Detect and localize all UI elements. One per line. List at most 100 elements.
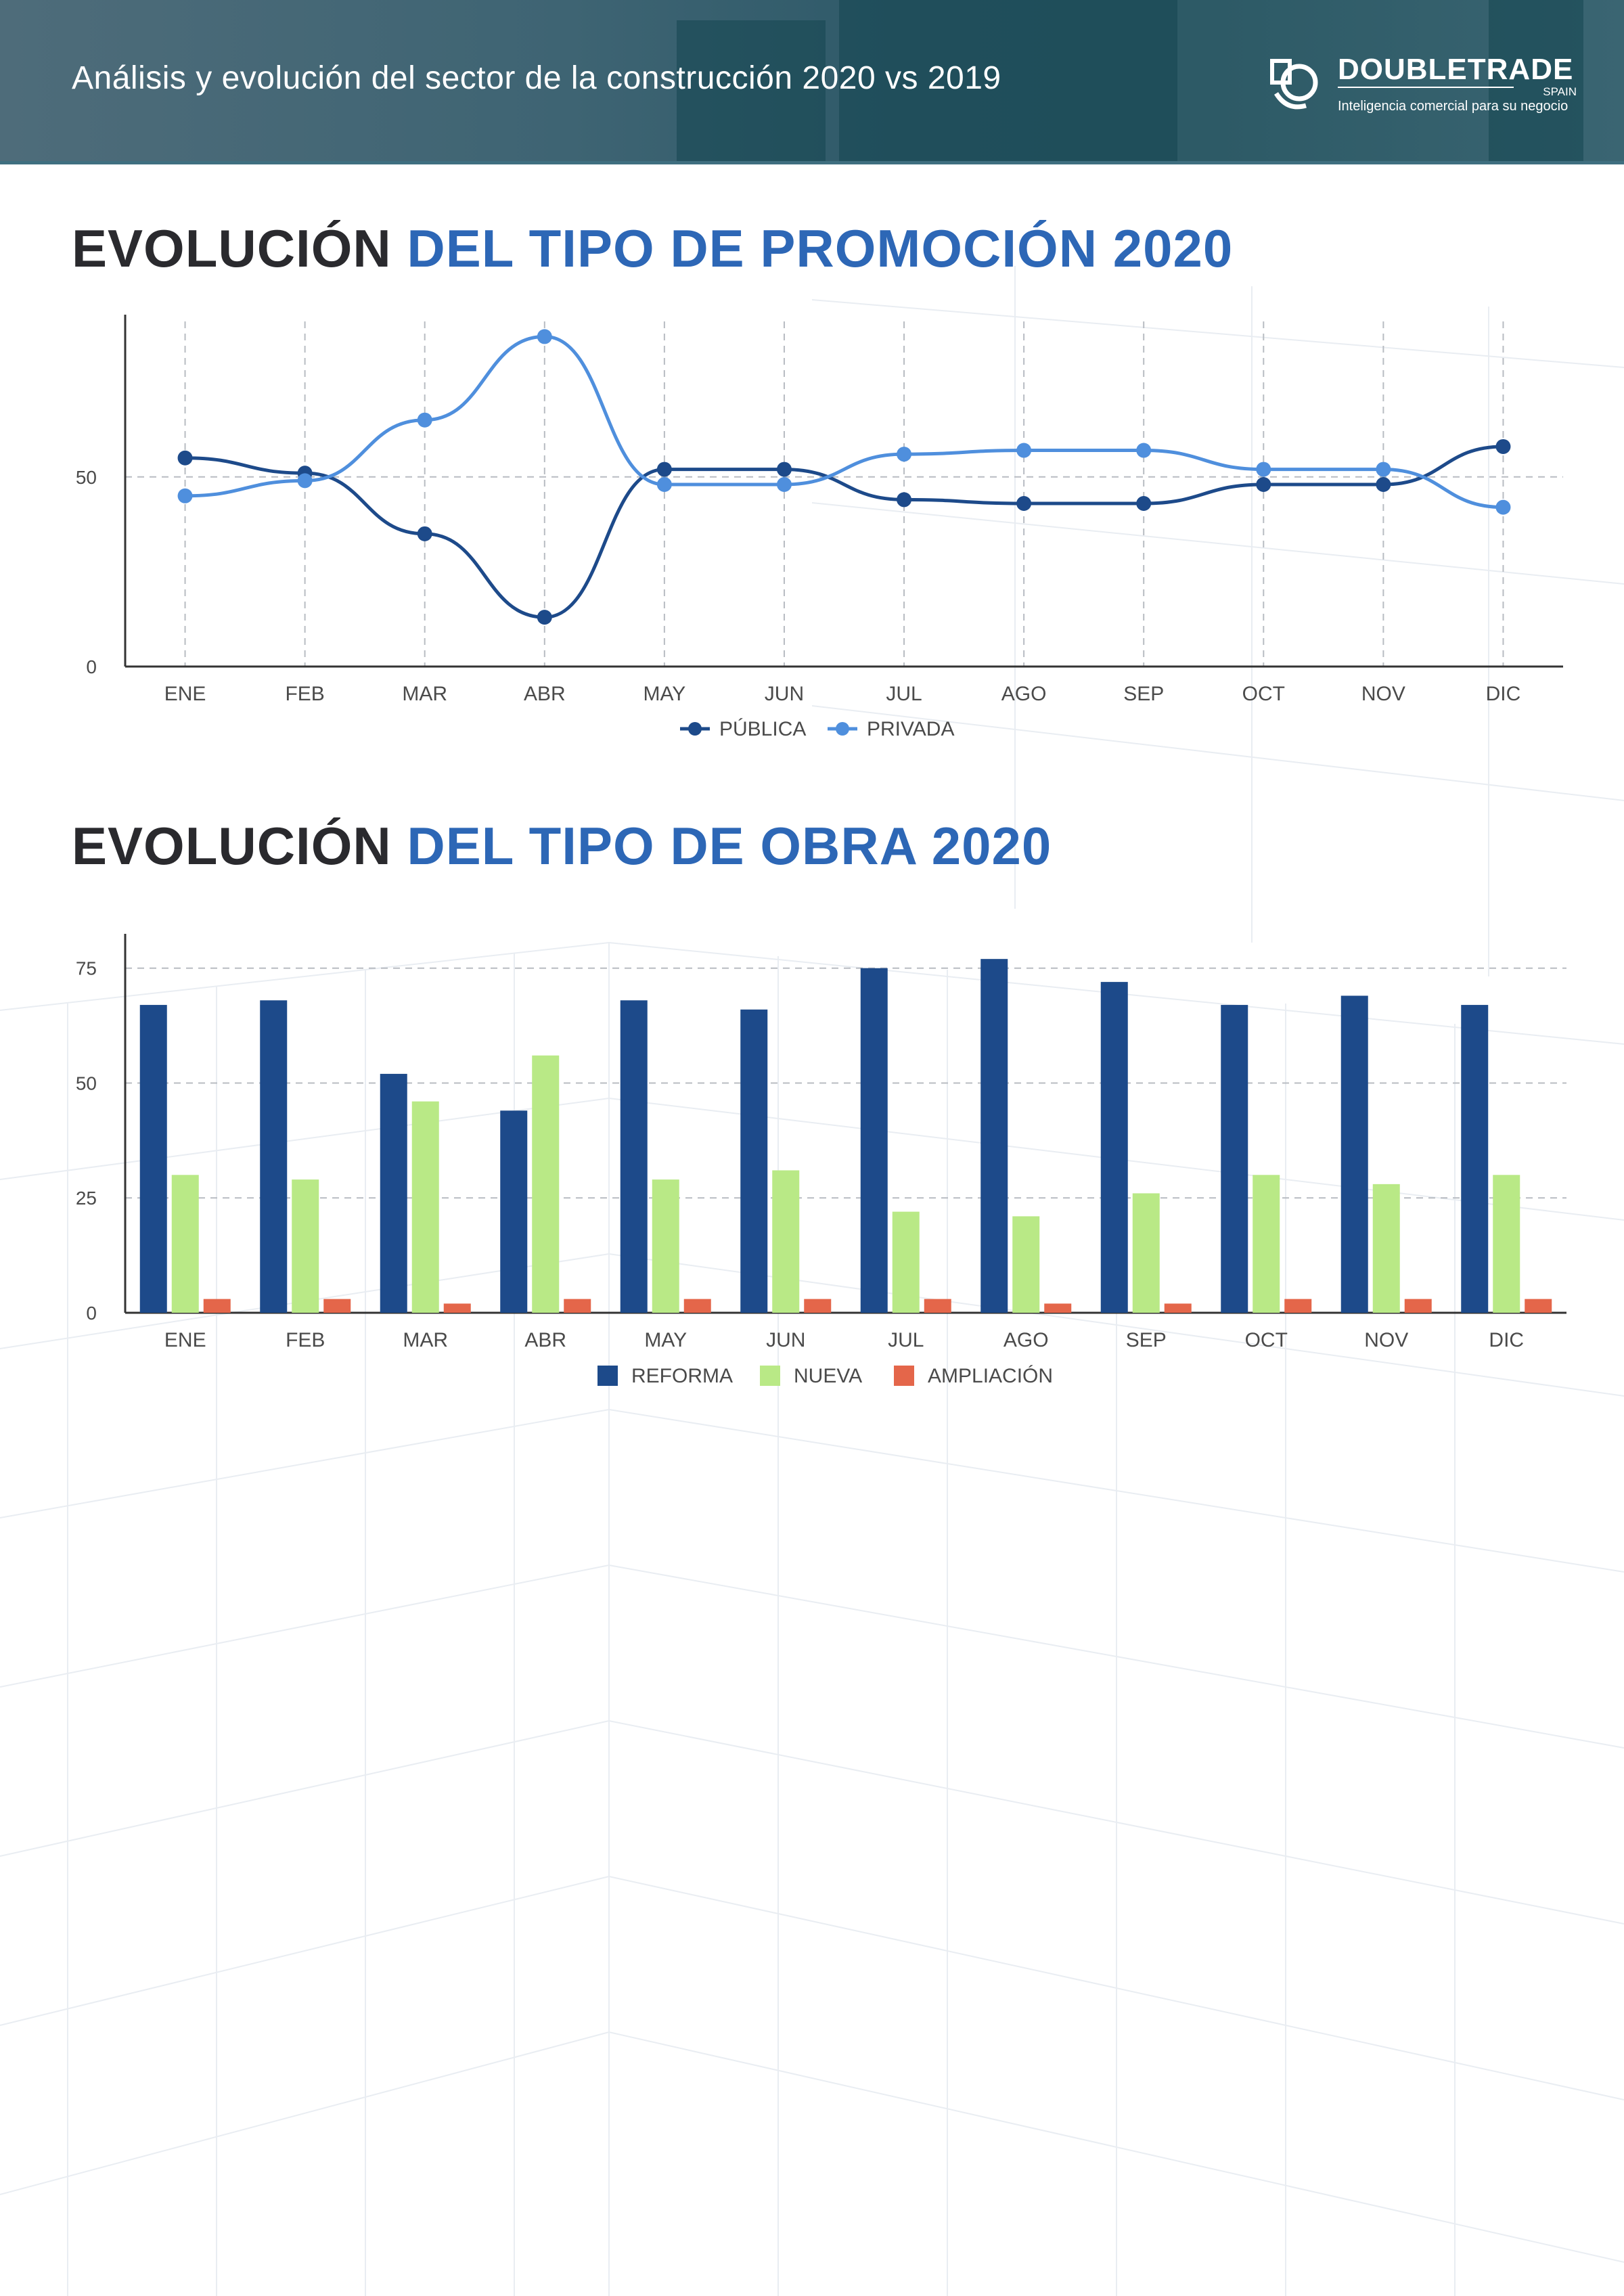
data-point [417, 526, 432, 541]
bar [1164, 1303, 1192, 1313]
header-banner: Análisis y evolución del sector de la co… [0, 0, 1624, 164]
section-title-blue: DEL TIPO DE OBRA 2020 [407, 816, 1052, 876]
logo-mark-icon [1270, 59, 1318, 110]
y-tick-label: 50 [76, 467, 97, 488]
data-point [776, 476, 792, 492]
bar [380, 1073, 407, 1313]
data-point [1256, 476, 1271, 492]
data-point [1016, 443, 1032, 458]
bar [323, 1299, 351, 1313]
legend-label: AMPLIACIÓN [928, 1365, 1053, 1387]
section-title-promocion: EVOLUCIÓN DEL TIPO DE PROMOCIÓN 2020 [72, 218, 1233, 279]
bar [1372, 1184, 1400, 1313]
x-tick-label: MAY [643, 683, 685, 705]
bar-chart-obra: 0 25 50 75 ENE FEB MAR ABR MAY JUN JUL AGO SEP OCT NOV… [76, 934, 1566, 1387]
series-line [185, 334, 1504, 510]
data-point [537, 610, 552, 625]
x-tick-label: FEB [285, 683, 324, 705]
y-tick-label: 50 [76, 1073, 97, 1094]
data-point [656, 462, 672, 477]
bar [532, 1055, 560, 1313]
bar [443, 1303, 471, 1313]
legend-swatch [597, 1366, 618, 1386]
bar [1044, 1303, 1072, 1313]
x-tick-label: FEB [286, 1329, 325, 1351]
section-title-dark: EVOLUCIÓN [72, 816, 392, 876]
x-tick-label: SEP [1123, 683, 1164, 705]
bar [1404, 1299, 1432, 1313]
section-title-obra: EVOLUCIÓN DEL TIPO DE OBRA 2020 [72, 815, 1052, 877]
header-title: Análisis y evolución del sector de la co… [72, 60, 1001, 96]
y-tick-label: 75 [76, 958, 97, 979]
x-tick-label: MAR [402, 683, 447, 705]
bar [1132, 1193, 1160, 1313]
bar [1012, 1216, 1040, 1313]
logo-name: DOUBLETRADE [1338, 53, 1574, 86]
y-tick-label: 25 [76, 1188, 97, 1209]
bar [292, 1179, 319, 1313]
bar [564, 1299, 591, 1313]
series-line [185, 445, 1504, 619]
logo-divider [1338, 87, 1514, 88]
bar [924, 1299, 951, 1313]
x-tick-label: ENE [164, 683, 206, 705]
section-title-blue: DEL TIPO DE PROMOCIÓN 2020 [407, 219, 1234, 278]
data-point [537, 329, 552, 344]
x-tick-label: MAY [644, 1329, 687, 1351]
logo-country: SPAIN [1543, 85, 1577, 98]
data-point [897, 492, 912, 508]
x-tick-label: ENE [164, 1329, 206, 1351]
x-tick-label: OCT [1242, 683, 1285, 705]
bar [1340, 995, 1368, 1313]
bar [1284, 1299, 1312, 1313]
x-tick-label: JUN [766, 1329, 805, 1351]
line-chart-promocion: 0 50 ENE FEB MAR ABR MAY JUN JUL AGO SEP OCT NOV DIC P… [76, 315, 1563, 740]
x-tick-label: JUL [886, 683, 922, 705]
x-tick-label: SEP [1126, 1329, 1167, 1351]
bar [203, 1299, 231, 1313]
data-point [1376, 476, 1391, 492]
bar [1253, 1175, 1280, 1313]
header-building-silhouette [677, 20, 826, 164]
bar [260, 1000, 288, 1313]
bar [620, 1000, 648, 1313]
legend-label: REFORMA [631, 1365, 733, 1387]
header-building-silhouette [839, 0, 1177, 164]
bar [1100, 982, 1128, 1313]
data-point [177, 488, 193, 503]
section-title-dark: EVOLUCIÓN [72, 219, 392, 278]
legend-marker [688, 722, 702, 736]
x-tick-label: AGO [1001, 683, 1047, 705]
x-tick-label: OCT [1245, 1329, 1288, 1351]
bar [772, 1170, 800, 1313]
bar [500, 1110, 528, 1313]
data-point [1495, 438, 1511, 454]
bar [683, 1299, 711, 1313]
y-tick-label: 0 [86, 656, 97, 677]
data-point [297, 473, 313, 489]
y-tick-label: 0 [86, 1303, 97, 1324]
x-tick-label: DIC [1489, 1329, 1524, 1351]
x-tick-label: JUN [765, 683, 804, 705]
bar [652, 1179, 679, 1313]
legend-label: NUEVA [794, 1365, 862, 1387]
data-point [1136, 496, 1152, 512]
header-bottom-stripe [0, 161, 1624, 164]
bar [980, 959, 1008, 1313]
bar [1461, 1005, 1489, 1313]
bar [139, 1005, 167, 1313]
data-point [1016, 496, 1032, 512]
data-point [1376, 462, 1391, 477]
x-tick-label: DIC [1486, 683, 1521, 705]
bar [804, 1299, 832, 1313]
data-point [897, 447, 912, 462]
logo-tagline: Inteligencia comercial para su negocio [1338, 99, 1569, 114]
x-tick-label: NOV [1364, 1329, 1408, 1351]
x-tick-label: ABR [524, 683, 566, 705]
x-tick-label: NOV [1361, 683, 1405, 705]
x-tick-label: MAR [403, 1329, 448, 1351]
data-point [177, 450, 193, 466]
data-point [1256, 462, 1271, 477]
legend-swatch [894, 1366, 914, 1386]
x-tick-label: ABR [524, 1329, 566, 1351]
